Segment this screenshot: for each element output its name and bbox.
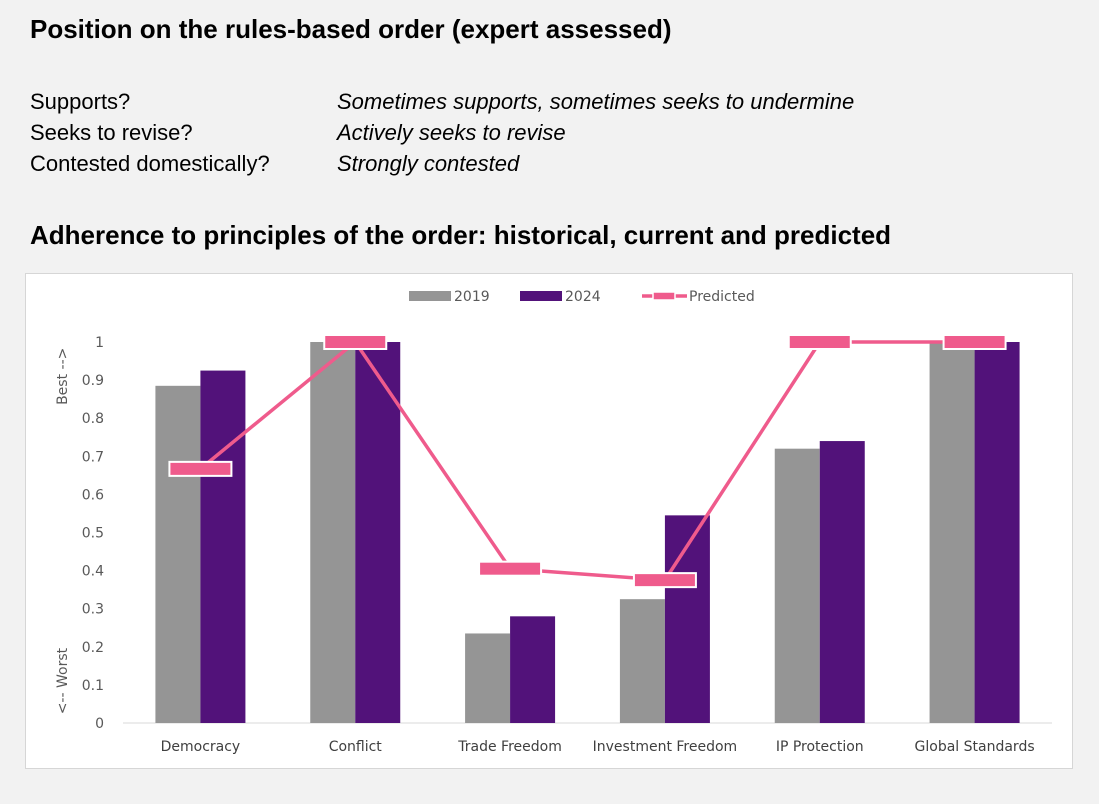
bar-2019-trade-freedom: [465, 633, 511, 723]
y-tick-label: 0.9: [82, 373, 104, 389]
position-label: Contested domestically?: [30, 151, 270, 176]
y-tick-label: 0.8: [82, 411, 104, 427]
bar-2019-ip-protection: [774, 448, 820, 723]
bar-2019-democracy: [155, 385, 201, 723]
y-tick-label: 0.7: [82, 449, 104, 465]
bar-2024-investment-freedom: [664, 515, 710, 723]
page-title: Position on the rules-based order (exper…: [30, 14, 672, 44]
legend-label-2024: 2024: [565, 289, 601, 305]
bar-2024-conflict: [355, 342, 401, 723]
bar-2019-conflict: [310, 342, 356, 723]
y-tick-label: 0.4: [82, 564, 104, 580]
x-tick-label: Conflict: [329, 739, 383, 755]
x-tick-label: Democracy: [161, 739, 241, 755]
predicted-marker-global-standards: [942, 334, 1007, 350]
bar-2024-democracy: [200, 370, 246, 723]
y-tick-label: 1: [95, 335, 104, 351]
bar-2024-trade-freedom: [510, 616, 556, 723]
predicted-marker-conflict: [323, 334, 388, 350]
chart-section-title: Adherence to principles of the order: hi…: [30, 220, 892, 250]
y-tick-label: 0: [95, 716, 104, 732]
legend-marker-predicted: [652, 291, 676, 301]
position-value: Actively seeks to revise: [337, 120, 566, 145]
predicted-marker-democracy: [168, 460, 233, 477]
y-axis-label-worst: <-- Worst: [55, 647, 71, 714]
chart-container: 0 0.1 0.2 0.3 0.4 0.5 0.6 0.7 0.8 0.9 1 Best --> <--…: [25, 273, 1073, 769]
legend-label-2019: 2019: [454, 289, 490, 305]
predicted-marker-trade-freedom: [478, 560, 543, 577]
y-tick-label: 0.6: [82, 487, 104, 503]
x-tick-label: IP Protection: [776, 739, 864, 755]
adherence-chart: 0 0.1 0.2 0.3 0.4 0.5 0.6 0.7 0.8 0.9 1 Best --> <--…: [55, 289, 1052, 755]
position-label: Supports?: [30, 89, 131, 114]
bar-2019-global-standards: [929, 342, 975, 723]
legend-label-predicted: Predicted: [689, 289, 755, 305]
y-tick-label: 0.1: [82, 678, 104, 694]
position-value: Sometimes supports, sometimes seeks to u…: [337, 89, 855, 114]
legend-swatch-2019: [409, 291, 451, 301]
x-tick-label: Investment Freedom: [593, 739, 738, 755]
y-tick-label: 0.5: [82, 526, 104, 542]
position-label: Seeks to revise?: [30, 120, 193, 145]
predicted-marker-ip-protection: [787, 334, 852, 350]
x-tick-label: Global Standards: [915, 739, 1035, 755]
bar-2024-ip-protection: [819, 441, 865, 723]
bar-2019-investment-freedom: [619, 599, 665, 723]
predicted-marker-investment-freedom: [632, 572, 697, 589]
y-tick-label: 0.2: [82, 640, 104, 656]
y-axis-label-best: Best -->: [55, 348, 71, 405]
y-tick-label: 0.3: [82, 602, 104, 618]
position-value: Strongly contested: [337, 151, 520, 176]
legend-swatch-2024: [520, 291, 562, 301]
bar-2024-global-standards: [974, 342, 1020, 723]
x-tick-label: Trade Freedom: [457, 739, 562, 755]
